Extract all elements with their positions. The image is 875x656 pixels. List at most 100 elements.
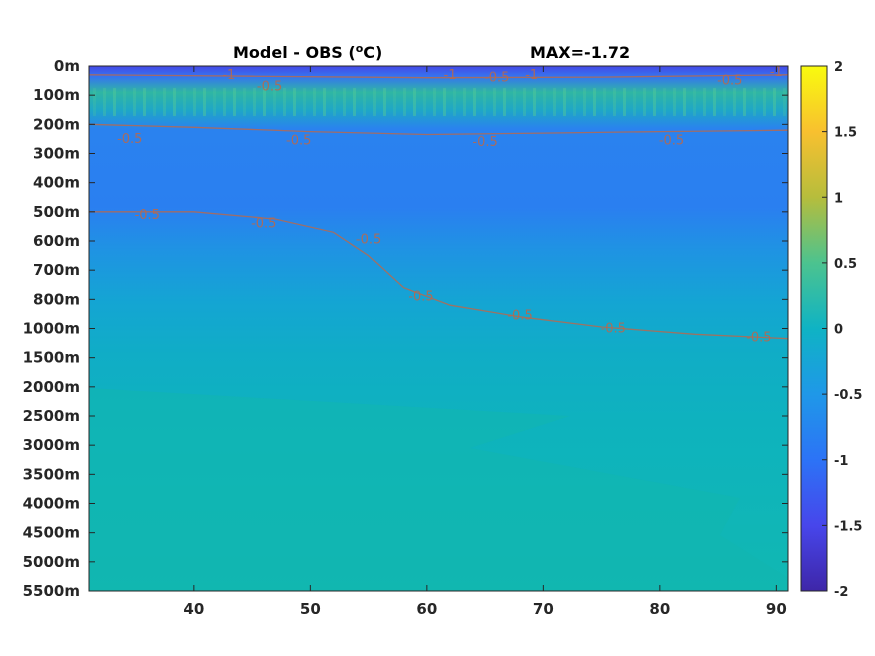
surface-streak	[113, 88, 116, 116]
colorbar-tick-label: 1	[834, 191, 843, 206]
surface-streak	[443, 88, 446, 116]
y-tick-label: 5500m	[23, 582, 80, 600]
surface-streak	[243, 88, 246, 116]
surface-streak	[103, 88, 106, 116]
colorbar-tick-label: 0	[834, 323, 843, 338]
contour-label: -0.5	[117, 132, 142, 147]
surface-streak	[473, 88, 476, 116]
colorbar-tick-label: -1	[834, 454, 848, 469]
surface-streak	[253, 88, 256, 116]
surface-streak	[723, 88, 726, 116]
surface-streak	[493, 88, 496, 116]
y-tick-label: 2500m	[23, 407, 80, 425]
surface-streak	[193, 88, 196, 116]
surface-streak	[273, 88, 276, 116]
surface-streak	[783, 88, 786, 116]
contour-label: -0.5	[472, 135, 497, 150]
surface-streak	[653, 88, 656, 116]
y-tick-label: 200m	[33, 115, 80, 133]
y-tick-label: 4000m	[23, 495, 80, 513]
surface-streak	[283, 88, 286, 116]
contour-label: -1	[770, 65, 783, 80]
surface-streak	[553, 88, 556, 116]
contour-label: -0.5	[507, 308, 532, 323]
y-tick-label: 4500m	[23, 524, 80, 542]
x-axis: 40 50 60 70 80 90	[183, 66, 787, 618]
surface-streak	[713, 88, 716, 116]
surface-streak	[463, 88, 466, 116]
title-unit-tail: C)	[363, 43, 382, 62]
surface-streak	[173, 88, 176, 116]
colorbar-tick-label: 1.5	[834, 126, 857, 141]
chart-title: Model - OBS (oC)	[233, 42, 382, 62]
contour-label: -1	[222, 68, 235, 83]
contour-label: -1	[525, 68, 538, 83]
y-tick-label: 1000m	[23, 320, 80, 338]
colorbar-tick-label: -1.5	[834, 519, 862, 534]
y-tick-label: 0m	[54, 57, 80, 75]
surface-streak	[633, 88, 636, 116]
surface-streak	[583, 88, 586, 116]
surface-streak	[753, 88, 756, 116]
surface-streak	[163, 88, 166, 116]
surface-streak	[773, 88, 776, 116]
y-tick-label: 300m	[33, 145, 80, 163]
colorbar-tick-label: 2	[834, 60, 843, 75]
surface-streak	[413, 88, 416, 116]
surface-streak	[203, 88, 206, 116]
y-tick-label: 700m	[33, 261, 80, 279]
surface-streak	[433, 88, 436, 116]
contour-label: -1	[444, 68, 457, 83]
surface-streak	[663, 88, 666, 116]
surface-streak	[563, 88, 566, 116]
surface-streak	[93, 88, 96, 116]
surface-streak	[293, 88, 296, 116]
surface-streak	[373, 88, 376, 116]
surface-streak	[313, 88, 316, 116]
contour-label: -0.5	[408, 289, 433, 304]
contour-labels: -1 -0.5 -1 -0.5 -1 -0.5 -1 -0.5 -0.5 -0.5 -0.5 -0.5…	[117, 65, 783, 345]
surface-streak	[483, 88, 486, 116]
surface-streak	[533, 88, 536, 116]
surface-streak	[303, 88, 306, 116]
colorbar-tick-label: -2	[834, 585, 848, 600]
surface-streak	[573, 88, 576, 116]
surface-streak	[453, 88, 456, 116]
surface-streak	[133, 88, 136, 116]
x-tick-label: 50	[300, 600, 321, 618]
contour-label: -0.5	[135, 208, 160, 223]
surface-streak	[143, 88, 146, 116]
colorbar-ticks: 2 1.5 1 0.5 0 -0.5 -1 -1.5 -2	[822, 60, 862, 600]
colorbar-tick-label: -0.5	[834, 388, 862, 403]
y-tick-label: 1500m	[23, 349, 80, 367]
surface-streak	[213, 88, 216, 116]
y-tick-label: 400m	[33, 174, 80, 192]
surface-streak	[333, 88, 336, 116]
y-tick-label: 5000m	[23, 553, 80, 571]
surface-streak	[623, 88, 626, 116]
title-left-text: Model - OBS (	[233, 43, 356, 62]
y-tick-label: 2000m	[23, 378, 80, 396]
x-tick-label: 40	[183, 600, 204, 618]
surface-streak	[743, 88, 746, 116]
surface-streak	[403, 88, 406, 116]
surface-streak	[393, 88, 396, 116]
contour-lines	[89, 74, 788, 340]
surface-streak	[423, 88, 426, 116]
y-tick-label: 100m	[33, 86, 80, 104]
surface-streak	[513, 88, 516, 116]
y-tick-label: 500m	[33, 203, 80, 221]
contour-label: -0.5	[717, 74, 742, 89]
x-tick-label: 60	[416, 600, 437, 618]
surface-streak	[593, 88, 596, 116]
plot-area: -1 -0.5 -1 -0.5 -1 -0.5 -1 -0.5 -0.5 -0.5 -0.5 -0.5…	[89, 65, 788, 591]
surface-streaks	[93, 88, 786, 116]
deep-warm-region	[89, 388, 788, 591]
surface-streak	[543, 88, 546, 116]
surface-streak	[383, 88, 386, 116]
y-tick-label: 3000m	[23, 436, 80, 454]
contour-label: -0.5	[286, 133, 311, 148]
contour-label: -0.5	[601, 322, 626, 337]
surface-streak	[523, 88, 526, 116]
x-tick-label: 70	[533, 600, 554, 618]
